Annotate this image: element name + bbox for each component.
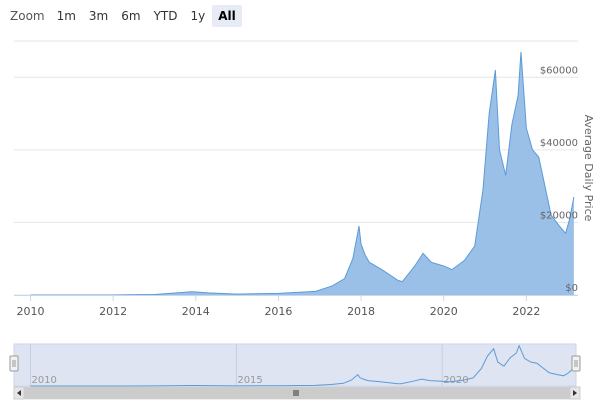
x-axis: 2010 2012 2014 2016 2018 2020 2022 (14, 295, 578, 318)
scrollbar-thumb[interactable] (24, 387, 570, 399)
navigator-handle[interactable] (571, 355, 581, 372)
navigator-selection[interactable] (13, 343, 577, 387)
x-tick-label: 2014 (182, 305, 210, 318)
x-tick-label: 2016 (264, 305, 292, 318)
zoom-button-all[interactable]: All (212, 5, 242, 27)
x-tick-label: 2012 (99, 305, 127, 318)
x-tick-label: 2020 (430, 305, 458, 318)
navigator[interactable]: 2010 2015 2020 (9, 343, 581, 387)
arrow-right-icon (573, 390, 577, 396)
zoom-button-1y[interactable]: 1y (190, 9, 206, 23)
plot-area (30, 51, 575, 296)
price-line (30, 51, 575, 296)
zoom-button-3m[interactable]: 3m (88, 9, 109, 23)
x-tick-label: 2018 (347, 305, 375, 318)
navigator-handle[interactable] (9, 355, 19, 372)
navigator-tick-label: 2015 (237, 375, 262, 386)
zoom-bar: Zoom 1m 3m 6m YTD 1y All (10, 3, 243, 29)
zoom-button-ytd[interactable]: YTD (153, 9, 178, 23)
scrollbar[interactable] (13, 386, 581, 400)
zoom-button-1m[interactable]: 1m (56, 9, 76, 23)
arrow-left-icon (17, 390, 21, 396)
x-tick-label: 2022 (512, 305, 540, 318)
navigator-series-line (30, 344, 573, 387)
y-axis-title: Average Daily Price (582, 115, 595, 222)
y-tick-label: $20000 (540, 210, 578, 221)
y-tick-label: $40000 (540, 138, 578, 149)
zoom-label: Zoom (10, 9, 45, 23)
x-tick-label: 2010 (17, 305, 45, 318)
y-axis: $0 $20000 $40000 $60000 (540, 65, 578, 294)
y-tick-label: $0 (565, 283, 578, 294)
navigator-tick-label: 2010 (31, 375, 56, 386)
zoom-button-6m[interactable]: 6m (121, 9, 141, 23)
y-tick-label: $60000 (540, 65, 578, 76)
navigator-tick-label: 2020 (443, 375, 468, 386)
